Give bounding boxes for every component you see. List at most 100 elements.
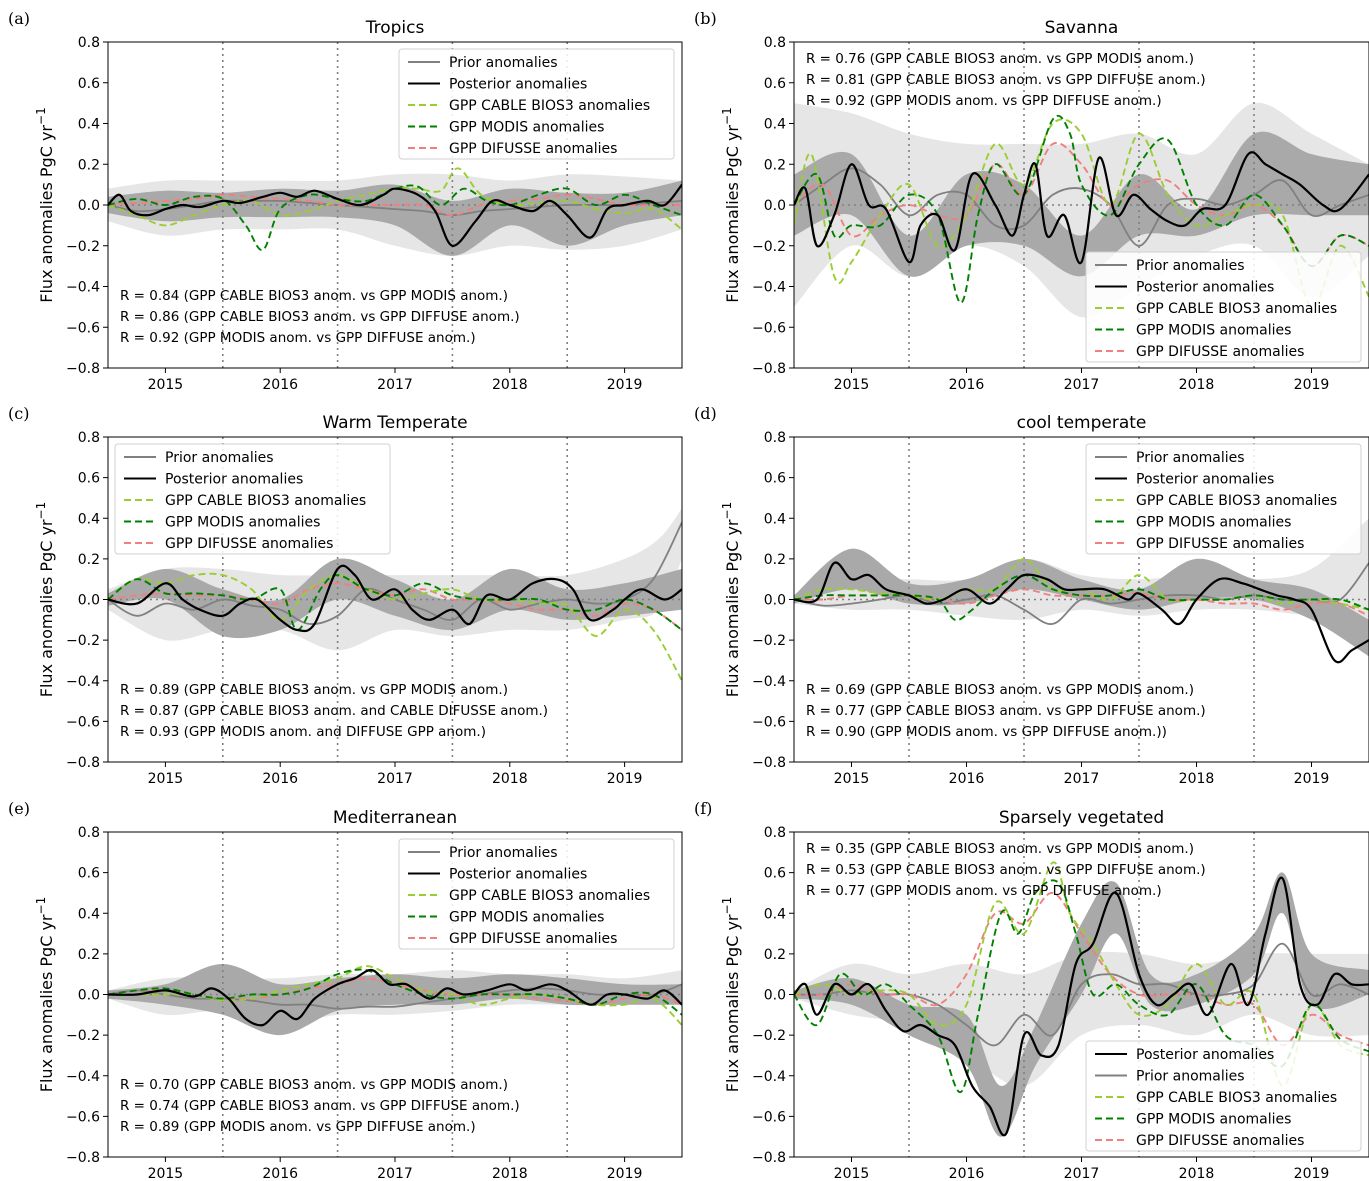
y-tick-label: 0.0: [764, 198, 786, 214]
y-tick-label: 0.4: [78, 117, 100, 133]
legend-box: [1085, 443, 1362, 555]
y-axis-label-unit-exponent: −1: [34, 502, 48, 520]
y-tick-label: −0.4: [66, 280, 100, 296]
posterior-legend-label: Posterior anomalies: [449, 77, 587, 93]
correlation-annotation: R = 0.89 (GPP CABLE BIOS3 anom. vs GPP M…: [120, 682, 508, 698]
y-axis-label-text: Flux anomalies PgC yr: [37, 519, 56, 697]
y-axis-label-text: Flux anomalies PgC yr: [37, 125, 56, 303]
posterior-uncertainty-band: [794, 548, 1369, 657]
correlation-annotation: R = 0.90 (GPP MODIS anom. vs GPP DIFFUSE…: [806, 724, 1167, 740]
y-axis-label-text: Flux anomalies PgC yr: [723, 914, 742, 1092]
y-tick-label: 0.6: [764, 471, 786, 487]
y-axis-label-unit-exponent: −1: [720, 107, 734, 125]
correlation-annotation: R = 0.89 (GPP MODIS anom. vs GPP DIFFUSE…: [120, 1119, 476, 1135]
y-tick-label: −0.8: [752, 1150, 786, 1166]
modis-legend-label: GPP MODIS anomalies: [449, 910, 604, 926]
diffuse-series-line: [794, 891, 1369, 1047]
y-tick-label: 0.4: [764, 906, 786, 922]
x-tick-label: 2016: [949, 377, 985, 393]
prior-legend-label: Prior anomalies: [1136, 450, 1245, 466]
y-tick-label: −0.6: [752, 320, 786, 336]
y-axis-label: Flux anomalies PgC yr−1: [34, 107, 56, 302]
correlation-annotation: R = 0.35 (GPP CABLE BIOS3 anom. vs GPP M…: [806, 841, 1194, 857]
modis-legend-label: GPP MODIS anomalies: [1136, 323, 1291, 339]
x-tick-label: 2019: [1294, 377, 1330, 393]
x-tick-label: 2015: [834, 1166, 870, 1181]
y-tick-label: 0.4: [78, 511, 100, 527]
x-tick-label: 2015: [148, 377, 184, 393]
diffuse-legend-label: GPP DIFUSSE anomalies: [1136, 1133, 1304, 1149]
y-tick-label: −0.6: [66, 714, 100, 730]
posterior-uncertainty-band: [108, 964, 682, 1036]
legend-box: [398, 838, 675, 950]
y-axis-label-unit-exponent: −1: [34, 897, 48, 915]
x-tick-label: 2016: [262, 771, 298, 787]
panel-title: Tropics: [365, 18, 425, 38]
diffuse-series-line: [108, 582, 682, 631]
posterior-uncertainty-band: [794, 872, 1369, 1137]
y-tick-label: −0.8: [752, 361, 786, 377]
panel-letter: (c): [8, 404, 29, 423]
posterior-legend-label: Posterior anomalies: [1136, 1047, 1274, 1063]
legend: Prior anomalies Posterior anomalies GPP CA…: [114, 443, 391, 555]
chart-panel-2: 0.8 0.6 0.4 0.2 0.0 −0.2 −0.4 −0.6 −0.8 2015 2016 2…: [694, 9, 1369, 393]
plot-area: [108, 437, 682, 762]
x-tick-label: 2019: [607, 1166, 643, 1181]
modis-series-line: [108, 184, 682, 251]
y-tick-label: 0.0: [78, 198, 100, 214]
x-tick-label: 2016: [262, 1166, 298, 1181]
x-tick-label: 2016: [949, 1166, 985, 1181]
correlation-annotation: R = 0.74 (GPP CABLE BIOS3 anom. vs GPP D…: [120, 1098, 520, 1114]
y-tick-label: 0.2: [764, 552, 786, 568]
x-tick-label: 2019: [607, 377, 643, 393]
cable-series-line: [108, 572, 682, 682]
correlation-annotation: R = 0.93 (GPP MODIS anom. and DIFFUSE GP…: [120, 724, 486, 740]
panel-letter: (f): [694, 799, 712, 818]
panel-letter: (e): [8, 799, 30, 818]
chart-panel-1: 0.8 0.6 0.4 0.2 0.0 −0.2 −0.4 −0.6 −0.8 2015 2016 2…: [8, 9, 683, 393]
y-tick-label: 0.4: [764, 511, 786, 527]
x-tick-label: 2017: [1064, 1166, 1100, 1181]
posterior-legend-label: Posterior anomalies: [165, 472, 303, 488]
y-tick-label: 0.8: [78, 430, 100, 446]
x-tick-label: 2019: [607, 771, 643, 787]
posterior-uncertainty-band: [794, 131, 1369, 277]
y-axis-label: Flux anomalies PgC yr−1: [720, 897, 742, 1092]
y-axis-label: Flux anomalies PgC yr−1: [720, 502, 742, 697]
x-tick-label: 2016: [262, 377, 298, 393]
diffuse-legend-label: GPP DIFUSSE anomalies: [1136, 344, 1304, 360]
panel-title: Sparsely vegetated: [999, 808, 1164, 828]
correlation-annotation: R = 0.84 (GPP CABLE BIOS3 anom. vs GPP M…: [120, 288, 508, 304]
cable-series-line: [108, 167, 682, 231]
plot-area: [108, 832, 682, 1157]
posterior-series-line: [794, 151, 1369, 265]
y-tick-label: 0.2: [78, 552, 100, 568]
correlation-annotation: R = 0.69 (GPP CABLE BIOS3 anom. vs GPP M…: [806, 682, 1194, 698]
y-tick-label: 0.6: [78, 76, 100, 92]
cable-legend-label: GPP CABLE BIOS3 anomalies: [1136, 301, 1337, 317]
prior-legend-label: Prior anomalies: [1136, 258, 1245, 274]
correlation-annotation: R = 0.87 (GPP CABLE BIOS3 anom. and CABL…: [120, 703, 548, 719]
y-tick-label: −0.2: [752, 1028, 786, 1044]
y-tick-label: 0.0: [764, 988, 786, 1004]
legend: Prior anomalies Posterior anomalies GPP CA…: [398, 838, 675, 950]
chart-panel-5: 0.8 0.6 0.4 0.2 0.0 −0.2 −0.4 −0.6 −0.8 2015 2016 2…: [8, 799, 683, 1181]
y-tick-label: −0.6: [66, 1109, 100, 1125]
x-tick-label: 2016: [949, 771, 985, 787]
y-tick-label: 0.4: [764, 117, 786, 133]
y-axis-label: Flux anomalies PgC yr−1: [34, 502, 56, 697]
x-tick-label: 2015: [148, 1166, 184, 1181]
cable-series-line: [108, 965, 682, 1026]
cable-legend-label: GPP CABLE BIOS3 anomalies: [1136, 493, 1337, 509]
posterior-legend-label: Posterior anomalies: [1136, 280, 1274, 296]
x-tick-label: 2017: [377, 377, 413, 393]
correlation-annotation: R = 0.86 (GPP CABLE BIOS3 anom. vs GPP D…: [120, 309, 520, 325]
posterior-series-line: [108, 183, 682, 247]
y-tick-label: 0.0: [78, 988, 100, 1004]
y-tick-label: −0.4: [66, 674, 100, 690]
legend: Posterior anomalies Prior anomalies GPP CA…: [1085, 1040, 1362, 1152]
diffuse-legend-label: GPP DIFUSSE anomalies: [449, 141, 617, 157]
cable-series-line: [794, 861, 1369, 1087]
posterior-series-line: [108, 968, 682, 1027]
